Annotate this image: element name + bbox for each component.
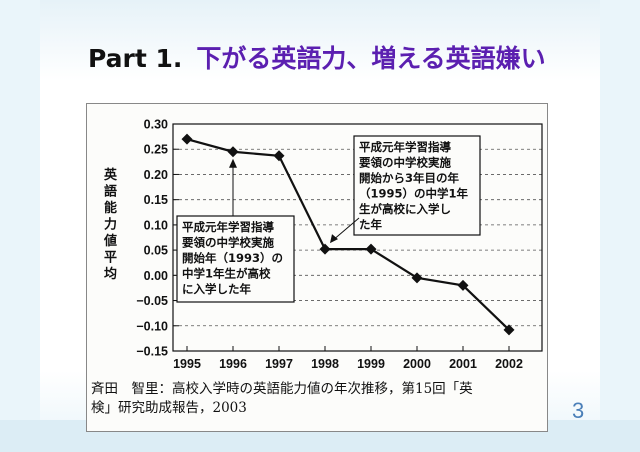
y-tick-label: 0.10 (144, 218, 168, 232)
x-tick-label: 1995 (173, 357, 201, 371)
annotation-1: 平成元年学習指導要領の中学校実施開始年（1993）の中学1年生が高校に入学した年 (176, 158, 295, 303)
title-part: Part 1. (88, 44, 183, 73)
y-axis-label: 英語能力値平均 (103, 167, 118, 282)
line-chart: 英語能力値平均 0.30 0.25 0.20 0.15 0.10 0.05 0.00 −0.0… (103, 118, 543, 371)
annotation-text: 平成元年学習指導要領の中学校実施開始から3年目の年（1995）の中学1年生が高校… (359, 140, 469, 232)
data-point (273, 150, 285, 162)
x-tick-labels: 1995 1996 1997 1998 1999 2000 2001 2002 (173, 357, 523, 371)
x-tick-label: 1998 (311, 357, 339, 371)
y-tick-label: 0.05 (144, 244, 168, 258)
slide-title: Part 1. 下がる英語力、増える英語嫌い (88, 44, 546, 74)
figure: 英語能力値平均 0.30 0.25 0.20 0.15 0.10 0.05 0.00 −0.0… (86, 103, 548, 432)
annotation-box (353, 135, 481, 236)
annotation-arrow (332, 217, 360, 241)
y-tick-label: 0.15 (144, 193, 168, 207)
x-tick-label: 2001 (449, 357, 477, 371)
y-tick-labels: 0.30 0.25 0.20 0.15 0.10 0.05 0.00 −0.05 −0.10 −0… (136, 118, 168, 359)
data-point (503, 324, 515, 336)
caption-line-2: 検」研究助成報告，2003 (91, 400, 247, 416)
y-tick-label: −0.05 (136, 294, 168, 308)
y-tick-label: 0.20 (144, 168, 168, 182)
annotation-text: 平成元年学習指導要領の中学校実施開始年（1993）の中学1年生が高校に入学した年 (182, 220, 283, 296)
caption-line-1: 斉田 智里：高校入学時の英語能力値の年次推移，第15回「英 (91, 381, 473, 397)
y-tick-label: −0.10 (136, 319, 168, 333)
y-tick-label: 0.30 (144, 118, 168, 132)
annotation-box (176, 215, 295, 303)
plot-frame (172, 123, 543, 352)
data-point (227, 146, 239, 158)
figure-caption: 斉田 智里：高校入学時の英語能力値の年次推移，第15回「英 検」研究助成報告，2… (91, 380, 543, 418)
x-tick-label: 1996 (219, 357, 247, 371)
annotation-arrowhead (229, 158, 237, 168)
page-number: 3 (572, 398, 585, 423)
data-point (365, 243, 377, 255)
data-point (411, 272, 423, 284)
series-line (186, 138, 510, 331)
y-tick-label: 0.00 (144, 269, 168, 283)
y-tick-label: −0.15 (136, 345, 168, 359)
data-point (181, 133, 193, 145)
x-tick-label: 1997 (265, 357, 293, 371)
annotation-2: 平成元年学習指導要領の中学校実施開始から3年目の年（1995）の中学1年生が高校… (330, 135, 481, 244)
data-point (319, 243, 331, 255)
x-tick-label: 2000 (403, 357, 431, 371)
x-tick-label: 1999 (357, 357, 385, 371)
data-points (181, 133, 515, 336)
data-point (457, 279, 469, 291)
x-tick-label: 2002 (495, 357, 523, 371)
title-text: 下がる英語力、増える英語嫌い (196, 44, 546, 73)
annotations: 平成元年学習指導要領の中学校実施開始年（1993）の中学1年生が高校に入学した年… (176, 135, 481, 303)
y-tick-label: 0.25 (144, 143, 168, 157)
annotation-arrowhead (330, 234, 338, 244)
